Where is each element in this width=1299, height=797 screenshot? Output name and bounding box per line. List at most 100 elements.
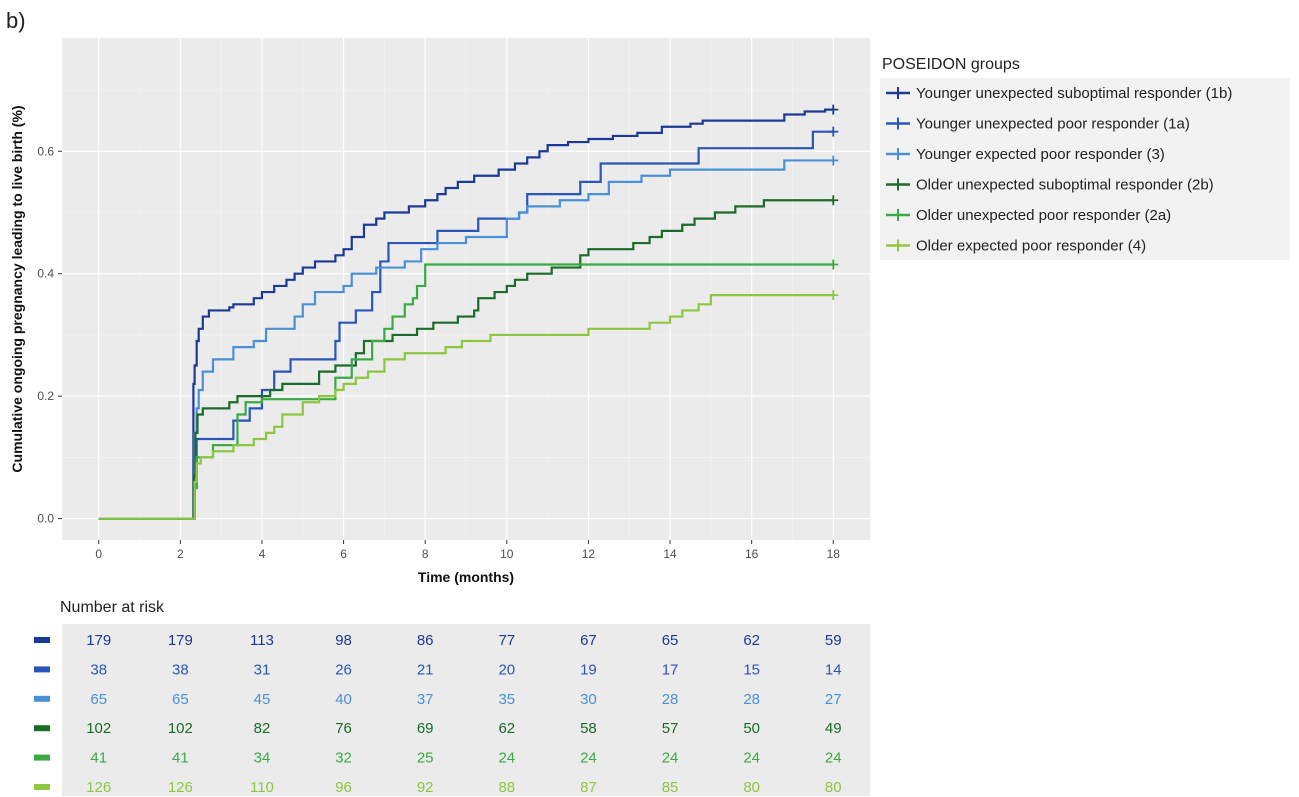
legend-title: POSEIDON groups xyxy=(882,56,1020,73)
risk-cell: 24 xyxy=(498,750,515,767)
risk-row-key-4 xyxy=(34,725,50,732)
censor-mark-6 xyxy=(828,290,839,301)
risk-cell: 179 xyxy=(168,632,193,649)
risk-cell: 45 xyxy=(254,691,271,708)
risk-cell: 41 xyxy=(90,750,107,767)
risk-cell: 24 xyxy=(580,750,597,767)
y-tick-label: 0.2 xyxy=(37,389,54,403)
x-tick-label: 16 xyxy=(745,547,759,561)
risk-cell: 126 xyxy=(168,779,193,796)
x-axis-ticks: 0 2 4 6 8 10 12 14 16 18 xyxy=(95,540,840,561)
risk-cell: 24 xyxy=(825,750,842,767)
panel-label: b) xyxy=(6,8,26,33)
risk-cell: 80 xyxy=(825,779,842,796)
risk-cell: 50 xyxy=(743,720,760,737)
legend-label-2: Younger unexpected poor responder (1a) xyxy=(916,116,1190,133)
risk-cell: 69 xyxy=(417,720,434,737)
risk-cell: 27 xyxy=(825,691,842,708)
risk-cell: 37 xyxy=(417,691,434,708)
censor-mark-1 xyxy=(828,104,839,115)
risk-row-key-5 xyxy=(34,754,50,761)
x-tick-label: 8 xyxy=(422,547,429,561)
risk-cell: 41 xyxy=(172,750,189,767)
risk-cell: 19 xyxy=(580,661,597,678)
risk-cell: 65 xyxy=(90,691,107,708)
risk-cell: 49 xyxy=(825,720,842,737)
x-tick-label: 10 xyxy=(500,547,514,561)
series-layer xyxy=(98,104,839,520)
risk-cell: 77 xyxy=(498,632,515,649)
risk-cell: 14 xyxy=(825,661,842,678)
risk-cell: 92 xyxy=(417,779,434,796)
risk-cell: 126 xyxy=(86,779,111,796)
risk-row-key-2 xyxy=(34,666,50,673)
risk-cell: 65 xyxy=(662,632,679,649)
series-line-3 xyxy=(98,159,834,520)
legend-label-6: Older expected poor responder (4) xyxy=(916,238,1146,255)
legend-label-3: Younger expected poor responder (3) xyxy=(916,146,1165,163)
x-tick-label: 6 xyxy=(340,547,347,561)
censor-mark-3 xyxy=(828,155,839,166)
legend-label-5: Older unexpected poor responder (2a) xyxy=(916,207,1171,224)
risk-cell: 58 xyxy=(580,720,597,737)
x-tick-label: 4 xyxy=(259,547,266,561)
risk-cell: 21 xyxy=(417,661,434,678)
risk-cell: 88 xyxy=(498,779,515,796)
series-line-1 xyxy=(98,108,834,520)
risk-cell: 38 xyxy=(172,661,189,678)
risk-cell: 76 xyxy=(335,720,352,737)
risk-cell: 96 xyxy=(335,779,352,796)
legend-label-1: Younger unexpected suboptimal responder … xyxy=(916,85,1232,102)
risk-cell: 62 xyxy=(498,720,515,737)
risk-cell: 62 xyxy=(743,632,760,649)
series-line-6 xyxy=(98,294,834,520)
risk-cell: 57 xyxy=(662,720,679,737)
risk-cell: 35 xyxy=(498,691,515,708)
risk-cell: 17 xyxy=(662,661,679,678)
risk-cell: 98 xyxy=(335,632,352,649)
risk-cell: 86 xyxy=(417,632,434,649)
risk-table: 179 179 113 98 86 77 67 65 62 59 38 38 31 26 21 20 19 17 1… xyxy=(34,632,842,796)
risk-cell: 179 xyxy=(86,632,111,649)
censor-mark-4 xyxy=(828,195,839,206)
y-axis-title: Cumulative ongoing pregnancy leading to … xyxy=(9,105,25,472)
risk-cell: 15 xyxy=(743,661,760,678)
risk-cell: 87 xyxy=(580,779,597,796)
risk-cell: 24 xyxy=(662,750,679,767)
risk-row-key-1 xyxy=(34,637,50,643)
risk-row-key-6 xyxy=(34,784,50,790)
series-line-4 xyxy=(98,199,834,520)
risk-cell: 85 xyxy=(662,779,679,796)
x-tick-label: 12 xyxy=(582,547,596,561)
risk-row-key-3 xyxy=(34,695,50,702)
x-axis-title: Time (months) xyxy=(418,569,514,585)
legend-label-4: Older unexpected suboptimal responder (2… xyxy=(916,177,1214,194)
x-tick-label: 0 xyxy=(95,547,102,561)
risk-cell: 38 xyxy=(90,661,107,678)
risk-cell: 102 xyxy=(86,720,111,737)
risk-cell: 80 xyxy=(743,779,760,796)
legend: Younger unexpected suboptimal responder … xyxy=(886,85,1232,255)
risk-cell: 113 xyxy=(250,632,274,649)
y-axis-ticks: 0.0 0.2 0.4 0.6 xyxy=(37,144,62,526)
risk-cell: 82 xyxy=(254,720,271,737)
risk-cell: 32 xyxy=(335,750,352,767)
risk-cell: 102 xyxy=(168,720,193,737)
risk-cell: 26 xyxy=(335,661,352,678)
y-tick-label: 0.6 xyxy=(37,144,54,158)
risk-cell: 20 xyxy=(498,661,515,678)
risk-cell: 28 xyxy=(662,691,679,708)
risk-cell: 110 xyxy=(250,779,274,796)
censor-mark-2 xyxy=(828,126,839,137)
x-tick-label: 14 xyxy=(663,547,677,561)
risk-cell: 34 xyxy=(254,750,271,767)
risk-table-title: Number at risk xyxy=(60,599,165,616)
risk-cell: 65 xyxy=(172,691,189,708)
x-tick-label: 18 xyxy=(827,547,841,561)
risk-table-background xyxy=(62,624,870,796)
risk-cell: 31 xyxy=(254,661,271,678)
risk-cell: 28 xyxy=(743,691,760,708)
risk-cell: 25 xyxy=(417,750,434,767)
risk-cell: 30 xyxy=(580,691,597,708)
